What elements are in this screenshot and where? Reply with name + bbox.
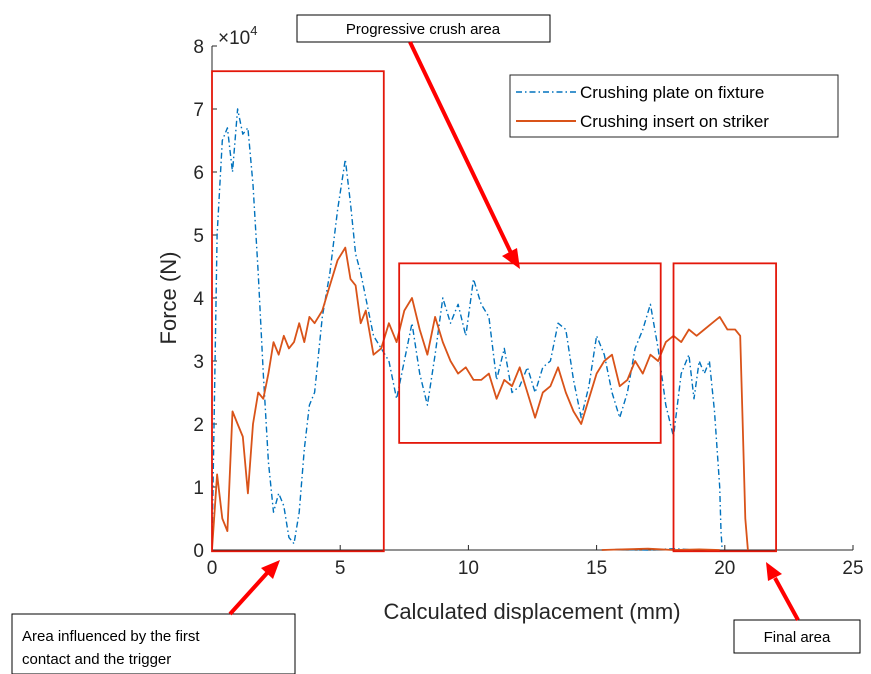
y-ticks: 0 1 2 3 4 5 6 7 8: [193, 37, 217, 562]
series-layer: [212, 108, 749, 551]
legend-box: [509, 74, 839, 138]
region-box-final: [672, 262, 777, 553]
callout-progressive: Progressive crush area: [296, 14, 551, 269]
callout-text-final: Final area: [764, 629, 831, 646]
y-multiplier: ×104: [218, 23, 257, 49]
x-tick-label: 15: [586, 558, 607, 579]
region-layer: [211, 70, 777, 553]
arrow-progressive: [408, 41, 514, 256]
y-multiplier-exp: 4: [250, 23, 257, 38]
legend: Crushing plate on fixture Crushing inser…: [509, 74, 839, 138]
y-tick-label: 2: [193, 415, 204, 436]
legend-label-insert: Crushing insert on striker: [580, 112, 769, 131]
x-ticks: 0 5 10 15 20 25: [207, 545, 864, 579]
arrowhead-final: [766, 562, 782, 581]
y-tick-label: 5: [193, 226, 204, 247]
x-tick-label: 10: [458, 558, 479, 579]
x-axis-title: Calculated displacement (mm): [383, 599, 680, 624]
arrow-first-contact: [228, 570, 270, 616]
callout-text-progressive: Progressive crush area: [346, 21, 501, 38]
y-tick-label: 7: [193, 100, 204, 121]
y-axis-title: Force (N): [156, 252, 181, 345]
arrowhead-progressive: [502, 248, 520, 269]
region-box-first-contact: [211, 70, 385, 553]
arrow-final: [773, 577, 800, 621]
y-multiplier-base: ×10: [218, 28, 250, 49]
region-box-progressive: [398, 262, 662, 444]
callout-text-first-contact-1: Area influenced by the first: [22, 628, 200, 645]
series-line-1: [212, 108, 723, 551]
callout-final: Final area: [733, 562, 861, 654]
callout-first-contact: Area influenced by the first contact and…: [11, 560, 296, 674]
series-line-2: [212, 246, 749, 551]
y-tick-label: 8: [193, 37, 204, 58]
x-tick-label: 20: [714, 558, 735, 579]
series-line-4: [601, 547, 720, 551]
legend-label-plate: Crushing plate on fixture: [580, 83, 764, 102]
y-tick-label: 6: [193, 163, 204, 184]
callout-box-final: [733, 619, 861, 654]
callout-box-progressive: [296, 14, 551, 43]
x-tick-label: 25: [842, 558, 863, 579]
callout-text-first-contact-2: contact and the trigger: [22, 651, 171, 668]
axes: 0 5 10 15 20 25 0 1 2 3 4 5 6 7 8: [193, 37, 863, 579]
y-tick-label: 1: [193, 478, 204, 499]
y-tick-label: 0: [193, 541, 204, 562]
callout-box-first-contact: [11, 613, 296, 674]
x-tick-label: 0: [207, 558, 218, 579]
x-tick-label: 5: [335, 558, 346, 579]
arrowhead-first-contact: [261, 560, 280, 579]
y-tick-label: 4: [193, 289, 204, 310]
y-tick-label: 3: [193, 352, 204, 373]
